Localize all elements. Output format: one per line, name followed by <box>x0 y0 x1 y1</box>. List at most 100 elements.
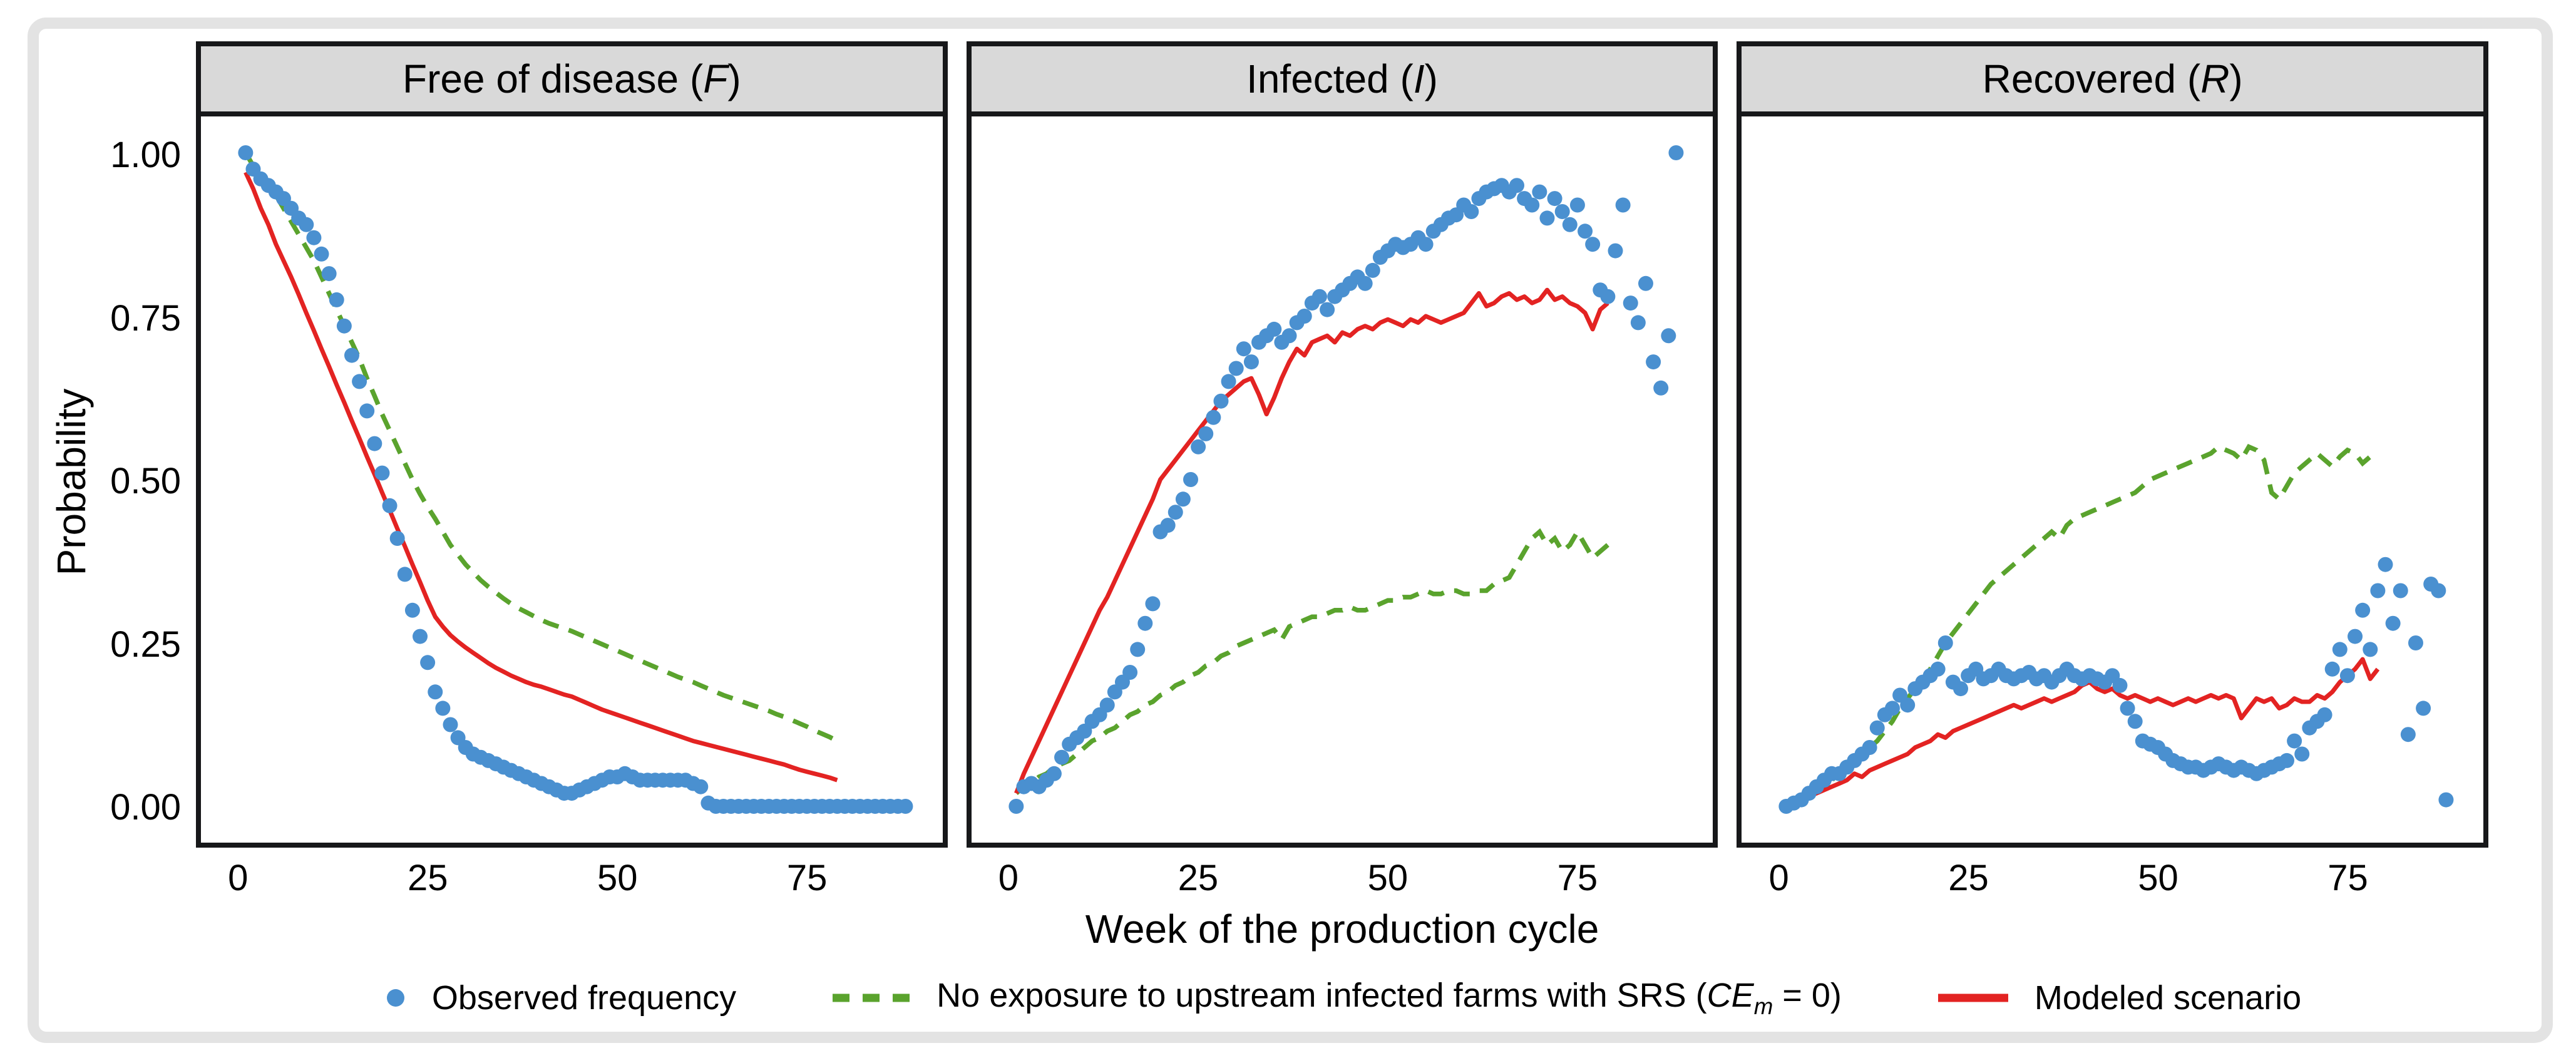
observed-frequency-point <box>1129 642 1145 657</box>
observed-frequency-point <box>420 655 436 670</box>
y-tick-label: 0.00 <box>110 787 181 828</box>
legend-item-observed: Observed frequency <box>383 978 736 1017</box>
panel-title-italic: F <box>703 56 728 101</box>
legend: Observed frequency No exposure to upstre… <box>133 969 2551 1027</box>
observed-frequency-point <box>1281 328 1297 344</box>
panel-title-text: Recovered ( <box>1982 56 2201 101</box>
observed-frequency-point <box>1668 145 1684 160</box>
observed-frequency-point <box>2287 733 2302 749</box>
observed-frequency-point <box>1137 615 1152 631</box>
observed-frequency-point <box>1584 237 1600 252</box>
observed-frequency-point <box>1577 223 1593 239</box>
panel-recovered-frame: Recovered (R) <box>1737 41 2489 848</box>
no-exposure-dashed-line <box>1014 527 1609 795</box>
y-axis-tick-labels: 1.00 0.75 0.50 0.25 0.00 <box>39 29 187 874</box>
observed-frequency-point <box>2325 661 2341 677</box>
legend-label-no-exposure: No exposure to upstream infected farms w… <box>936 977 1842 1019</box>
observed-frequency-point <box>1145 596 1161 612</box>
panel-infected: Infected (I) 0 25 50 75 <box>966 41 1718 901</box>
x-tick-label: 50 <box>597 858 638 898</box>
observed-frequency-point <box>2408 635 2424 650</box>
legend-key-solid-line-icon <box>1937 994 2008 1002</box>
observed-frequency-point <box>1311 289 1327 304</box>
observed-frequency-point <box>2401 727 2416 742</box>
observed-frequency-point <box>1630 315 1646 331</box>
observed-frequency-point <box>2355 602 2371 618</box>
x-tick-label: 25 <box>407 858 448 898</box>
x-tick-row-infected: 0 25 50 75 <box>967 855 1718 901</box>
observed-frequency-point <box>367 436 382 451</box>
observed-frequency-point <box>238 145 254 160</box>
legend-key-dot-icon <box>386 989 404 1007</box>
x-tick-label: 0 <box>228 858 249 898</box>
observed-frequency-point <box>2416 701 2431 716</box>
panel-title-text: ) <box>2229 56 2243 101</box>
x-tick-label: 75 <box>2327 858 2368 898</box>
observed-frequency-point <box>2363 642 2378 657</box>
observed-frequency-point <box>1221 374 1236 389</box>
x-tick-label: 50 <box>1367 858 1409 898</box>
observed-frequency-point <box>2378 557 2393 572</box>
observed-frequency-point <box>2294 746 2310 762</box>
observed-frequency-point <box>1365 262 1380 278</box>
observed-frequency-point <box>374 465 390 481</box>
observed-frequency-point <box>1008 799 1024 814</box>
observed-frequency-point <box>352 374 367 389</box>
modeled-scenario-line <box>244 171 838 783</box>
observed-frequency-point <box>1167 505 1183 520</box>
observed-frequency-point <box>1900 697 1916 713</box>
panel-title-recovered: Recovered (R) <box>1742 46 2484 116</box>
panel-title-infected: Infected (I) <box>971 46 1713 116</box>
x-tick-label: 0 <box>998 858 1019 898</box>
observed-frequency-point <box>428 684 443 700</box>
plot-area-free-of-disease <box>201 116 943 843</box>
observed-frequency-point <box>1660 328 1676 344</box>
legend-item-modeled: Modeled scenario <box>1936 978 2301 1017</box>
observed-frequency-point <box>1608 243 1623 259</box>
observed-frequency-point <box>1623 295 1638 311</box>
observed-frequency-point <box>314 246 329 262</box>
no-exposure-dashed-line <box>1785 444 2379 809</box>
observed-frequency-point <box>1190 439 1206 454</box>
panel-recovered: Recovered (R) 0 25 50 75 <box>1737 41 2489 901</box>
panel-plot-svg-infected <box>1008 145 1684 814</box>
observed-frequency-point <box>1418 237 1434 252</box>
observed-frequency-point <box>1198 426 1213 441</box>
observed-frequency-point <box>321 266 337 282</box>
observed-frequency-point <box>1243 354 1259 370</box>
panel-title-text: ) <box>727 56 741 101</box>
observed-frequency-point <box>329 292 344 307</box>
x-tick-label: 75 <box>1557 858 1598 898</box>
observed-frequency-point <box>2340 668 2356 684</box>
y-tick-label: 0.50 <box>110 461 181 501</box>
x-tick-label: 0 <box>1768 858 1789 898</box>
observed-frequency-point <box>2120 701 2135 716</box>
observed-frequency-point <box>336 318 352 334</box>
observed-frequency-point <box>1638 275 1653 291</box>
observed-frequency-point <box>443 717 458 732</box>
observed-frequency-point <box>1206 409 1221 425</box>
x-axis-title: Week of the production cycle <box>1085 906 1599 952</box>
panel-title-text: ) <box>1424 56 1438 101</box>
observed-frequency-point <box>2438 792 2454 808</box>
observed-frequency-point <box>1228 361 1244 376</box>
observed-frequency-point <box>397 567 413 582</box>
observed-frequency-point <box>1122 665 1137 680</box>
observed-frequency-point <box>1600 289 1616 304</box>
panel-infected-frame: Infected (I) <box>966 41 1718 848</box>
observed-frequency-point <box>1236 341 1251 357</box>
legend-item-no-exposure: No exposure to upstream infected farms w… <box>830 976 1842 1020</box>
observed-frequency-point <box>404 602 420 618</box>
observed-frequency-point <box>1539 210 1555 226</box>
observed-frequency-point <box>1569 197 1585 213</box>
legend-label-observed: Observed frequency <box>431 979 737 1017</box>
observed-frequency-point <box>1653 380 1668 396</box>
panel-plot-svg-recovered <box>1778 444 2454 814</box>
x-tick-label: 25 <box>1948 858 1989 898</box>
observed-frequency-point <box>1554 204 1570 219</box>
observed-frequency-point <box>1463 204 1479 219</box>
observed-frequency-point <box>2112 677 2128 693</box>
observed-frequency-point <box>1953 681 1969 697</box>
x-tick-label: 25 <box>1178 858 1219 898</box>
observed-frequency-point <box>1885 701 1901 716</box>
